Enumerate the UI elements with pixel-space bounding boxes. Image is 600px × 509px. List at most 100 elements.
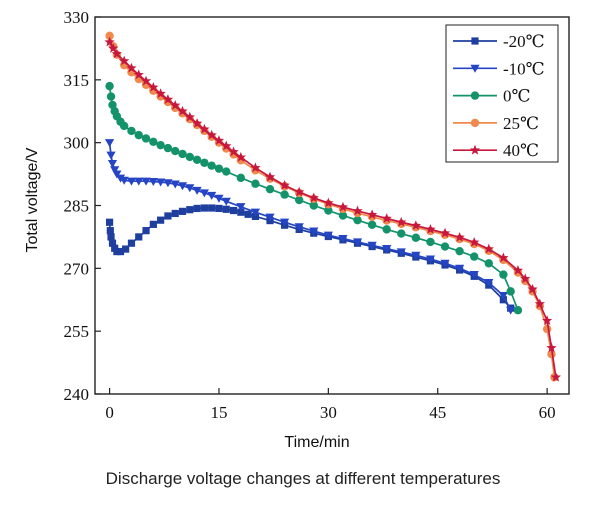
data-point-40c: [140, 75, 152, 86]
data-point-40c: [199, 123, 210, 134]
data-point-40c: [337, 201, 349, 212]
data-point-40c: [126, 62, 137, 73]
data-point-minus20c: [127, 239, 136, 247]
y-tick-label: 285: [64, 197, 90, 216]
data-point-minus10c: [455, 264, 465, 273]
data-point-0c: [178, 149, 187, 159]
data-point-40c: [119, 55, 130, 66]
legend-label-0c: 0℃: [503, 87, 531, 106]
series-line-minus10c: [108, 142, 512, 311]
data-point-0c: [141, 134, 151, 143]
data-point-0c: [506, 287, 515, 296]
x-tick-label: 60: [539, 403, 556, 422]
data-point-0c: [171, 146, 180, 156]
data-point-minus10c: [338, 234, 348, 243]
data-point-0c: [309, 201, 318, 210]
data-point-minus20c: [164, 212, 172, 220]
legend-entries: -20℃ -10℃ 0℃ 25℃ 40℃: [453, 32, 545, 160]
data-point-minus20c: [157, 216, 165, 224]
data-point-40c: [279, 179, 290, 190]
data-point-minus20c: [178, 207, 187, 215]
data-point-minus10c: [170, 180, 180, 189]
data-point-minus20c: [122, 245, 130, 253]
data-point-40c: [381, 213, 392, 223]
data-point-minus10c: [484, 278, 494, 287]
data-point-0c: [214, 164, 224, 173]
legend-marker-25c: [470, 118, 480, 128]
data-point-minus10c: [126, 177, 137, 186]
data-point-40c: [410, 220, 421, 230]
legend-entry-40c: 40℃: [453, 141, 539, 160]
data-point-minus10c: [199, 189, 209, 198]
data-point-40c: [250, 162, 261, 173]
data-point-40c: [396, 216, 407, 227]
y-tick-label: 330: [64, 8, 90, 27]
data-point-25c: [105, 31, 114, 41]
data-point-minus20c: [186, 206, 194, 214]
data-point-0c: [426, 237, 435, 247]
data-point-40c: [534, 298, 545, 309]
data-point-0c: [411, 233, 421, 242]
data-point-minus10c: [440, 259, 450, 268]
data-point-40c: [550, 371, 562, 382]
data-point-40c: [184, 111, 195, 122]
legend-label-minus10c: -10℃: [503, 59, 545, 78]
data-point-minus10c: [134, 177, 144, 186]
data-point-25c: [542, 324, 552, 334]
x-tick-label: 30: [320, 403, 337, 422]
data-point-0c: [265, 184, 275, 194]
x-tick-label: 0: [105, 403, 114, 422]
x-tick-label: 45: [429, 403, 446, 422]
data-point-0c: [200, 158, 209, 167]
data-point-0c: [119, 121, 129, 131]
data-point-0c: [106, 92, 116, 101]
y-tick-label: 240: [64, 385, 90, 404]
data-point-0c: [338, 211, 348, 220]
data-point-minus10c: [323, 231, 333, 240]
data-point-0c: [236, 173, 246, 183]
data-point-0c: [353, 215, 362, 225]
data-point-40c: [483, 243, 494, 254]
data-point-40c: [541, 315, 553, 326]
data-point-minus20c: [107, 233, 115, 241]
data-point-minus10c: [207, 191, 217, 200]
data-point-minus20c: [142, 227, 150, 235]
series-minus20c: [105, 204, 515, 312]
legend-label-25c: 25℃: [503, 114, 539, 133]
data-point-minus20c: [208, 204, 216, 212]
data-point-minus10c: [309, 227, 319, 236]
data-point-minus10c: [163, 179, 173, 188]
data-point-minus10c: [104, 139, 115, 148]
data-point-40c: [498, 252, 509, 263]
data-point-minus10c: [156, 178, 166, 187]
data-point-minus10c: [382, 245, 392, 254]
data-point-40c: [235, 151, 246, 162]
data-point-40c: [527, 283, 538, 294]
data-point-0c: [163, 143, 173, 153]
legend-box: [445, 24, 559, 163]
data-point-minus10c: [106, 151, 116, 160]
legend-marker-40c: [469, 144, 481, 155]
data-point-minus10c: [192, 186, 202, 195]
series-0c: [105, 81, 523, 315]
data-point-minus20c: [200, 204, 208, 212]
data-point-minus20c: [193, 204, 201, 213]
data-point-40c: [228, 146, 239, 157]
data-point-minus10c: [367, 241, 377, 250]
data-point-40c: [323, 197, 334, 208]
data-point-40c: [108, 43, 119, 53]
data-point-minus10c: [119, 176, 129, 185]
data-point-0c: [455, 246, 464, 256]
data-point-40c: [469, 236, 480, 247]
data-point-0c: [222, 167, 231, 176]
data-point-minus10c: [250, 208, 261, 217]
data-point-minus20c: [105, 218, 114, 226]
data-point-minus10c: [214, 194, 224, 203]
data-point-minus10c: [498, 291, 508, 300]
data-point-0c: [499, 270, 508, 279]
data-point-minus20c: [113, 247, 121, 256]
y-tick-label: 300: [64, 134, 90, 153]
data-point-minus20c: [108, 239, 117, 247]
data-point-0c: [134, 130, 143, 140]
data-point-40c: [221, 140, 232, 151]
